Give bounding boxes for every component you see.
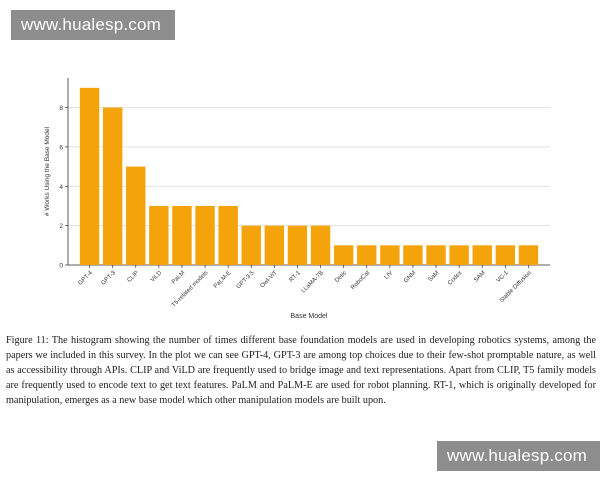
x-tick-label: LLaMA-7B: [301, 270, 325, 294]
bar-detic: [333, 245, 354, 265]
x-tick-label: SaM: [427, 270, 440, 283]
y-tick-label: 8: [59, 105, 63, 112]
bar-codex: [449, 245, 469, 265]
bar-stable-diffusion: [518, 245, 539, 265]
x-tick-label: Detic: [334, 270, 348, 284]
bar-t5-related-models: [195, 205, 215, 265]
y-tick-label: 0: [59, 263, 63, 270]
y-tick-label: 6: [59, 144, 63, 151]
x-tick-label: PaLM: [171, 270, 186, 285]
bar-gpt-3-5: [241, 225, 261, 265]
bar-sam: [472, 245, 492, 265]
bar-gnm: [403, 245, 423, 265]
x-tick-label: Owl-ViT: [260, 270, 279, 289]
y-tick-label: 2: [59, 223, 63, 230]
x-tick-label: CLIP: [126, 270, 140, 284]
bar-gpt-3: [102, 107, 123, 265]
bar-vc-1: [495, 245, 516, 265]
x-axis-label: Base Model: [291, 313, 328, 320]
x-tick-label: RT-1: [288, 270, 302, 284]
x-tick-label: GPT-4: [77, 270, 94, 287]
x-tick-label: LIV: [384, 270, 395, 281]
x-tick-label: RoboCat: [350, 270, 371, 291]
bar-liv: [380, 245, 400, 265]
x-tick-label: GPT-3.5: [236, 270, 257, 291]
plot-area: [68, 78, 550, 265]
watermark-top: www.hualesp.com: [11, 10, 175, 40]
x-tick-label: PaLM-E: [213, 270, 233, 290]
bar-owl-vit: [264, 225, 285, 265]
bar-palm: [172, 205, 192, 265]
caption-label: Figure 11:: [6, 335, 49, 346]
bar-gpt-4: [79, 87, 100, 265]
watermark-bottom: www.hualesp.com: [437, 441, 600, 471]
caption-text: The histogram showing the number of time…: [6, 335, 596, 406]
x-tick-label: Codex: [447, 270, 464, 287]
x-tick-label: ViLD: [150, 270, 164, 284]
bar-palm-e: [218, 205, 238, 265]
y-tick-label: 4: [59, 184, 63, 191]
x-tick-label: VC-1: [496, 270, 510, 284]
bar-robocat: [357, 245, 377, 265]
bar-rt-1: [287, 225, 308, 265]
bar-sam: [426, 245, 446, 265]
bar-vild: [149, 205, 169, 265]
bar-clip: [126, 166, 146, 265]
x-tick-label: GPT-3: [101, 270, 118, 287]
x-tick-label: GNM: [403, 270, 417, 284]
bar-llama-7b: [310, 225, 331, 265]
y-axis-label: # Works Using the Base Model: [44, 126, 51, 216]
figure-caption: Figure 11: The histogram showing the num…: [6, 333, 596, 408]
x-tick-label: SAM: [473, 270, 486, 283]
